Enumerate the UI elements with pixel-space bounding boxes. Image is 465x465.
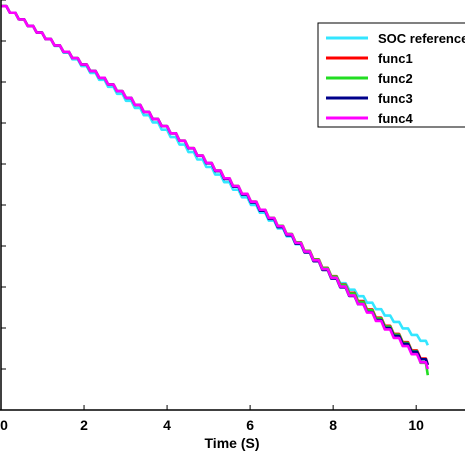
legend-box: [317, 22, 465, 128]
legend-label-func3: func3: [378, 91, 413, 106]
x-tick-label: 6: [246, 417, 254, 433]
legend-label-func4: func4: [378, 111, 413, 126]
x-tick-label: 0: [0, 417, 8, 433]
legend-label-func1: func1: [378, 51, 413, 66]
ticks-layer: 0 2 4 6 8 10: [0, 0, 424, 433]
legend-label-soc-reference: SOC reference: [378, 31, 465, 46]
x-tick-label: 10: [408, 417, 424, 433]
x-tick-label: 4: [163, 417, 171, 433]
legend: SOC reference func1 func2 func3 func4: [317, 22, 465, 128]
x-tick-label: 2: [80, 417, 88, 433]
x-axis-title: Time (S): [205, 435, 260, 451]
series-layer: [1, 4, 430, 376]
legend-label-func2: func2: [378, 71, 413, 86]
x-tick-label: 8: [329, 417, 337, 433]
legend-items: SOC reference func1 func2 func3 func4: [326, 31, 465, 126]
series-line-func4: [1, 4, 430, 370]
